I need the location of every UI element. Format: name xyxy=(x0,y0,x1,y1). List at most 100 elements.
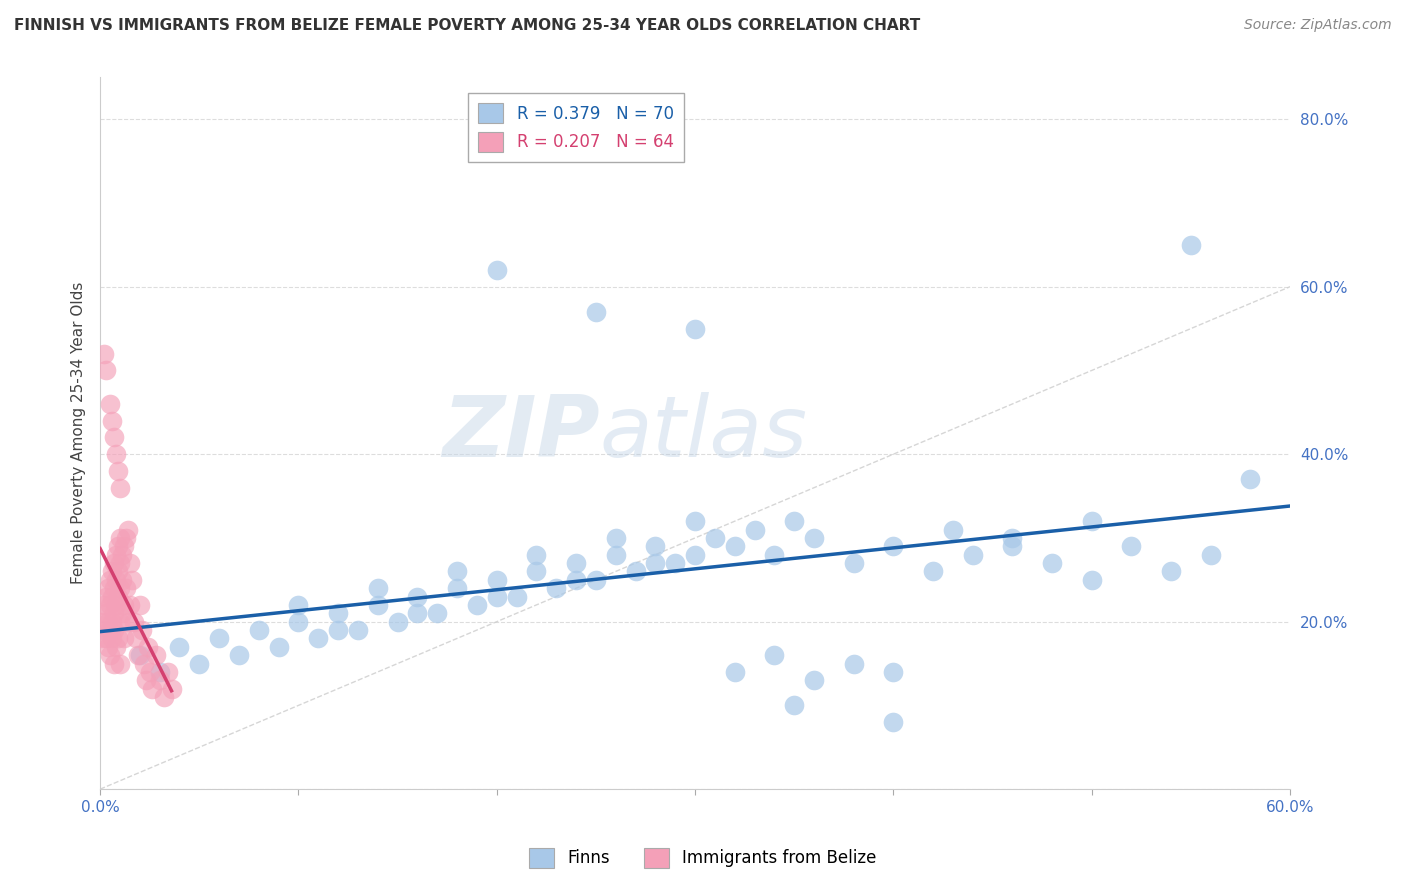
Point xyxy=(247,623,270,637)
Point xyxy=(1239,472,1261,486)
Point xyxy=(131,623,153,637)
Point xyxy=(446,565,468,579)
Point xyxy=(267,640,290,654)
Point xyxy=(605,531,627,545)
Point xyxy=(141,681,163,696)
Point xyxy=(585,573,607,587)
Point xyxy=(149,673,172,688)
Point xyxy=(783,698,806,713)
Point xyxy=(103,657,125,671)
Point xyxy=(307,632,329,646)
Point xyxy=(152,690,174,704)
Point xyxy=(101,590,124,604)
Point xyxy=(683,321,706,335)
Point xyxy=(108,481,131,495)
Point xyxy=(1001,531,1024,545)
Point xyxy=(128,598,150,612)
Point xyxy=(724,539,747,553)
Point xyxy=(107,632,129,646)
Point xyxy=(104,640,127,654)
Point xyxy=(103,556,125,570)
Point xyxy=(97,615,120,629)
Point xyxy=(367,598,389,612)
Point xyxy=(169,640,191,654)
Point xyxy=(111,548,134,562)
Text: atlas: atlas xyxy=(600,392,808,475)
Point xyxy=(145,648,167,663)
Point xyxy=(465,598,488,612)
Point xyxy=(107,565,129,579)
Point xyxy=(107,590,129,604)
Point xyxy=(103,623,125,637)
Point xyxy=(112,598,135,612)
Point xyxy=(98,623,121,637)
Point xyxy=(565,573,588,587)
Point xyxy=(446,581,468,595)
Point xyxy=(763,548,786,562)
Point xyxy=(287,598,309,612)
Point xyxy=(122,615,145,629)
Text: ZIP: ZIP xyxy=(443,392,600,475)
Point xyxy=(1160,565,1182,579)
Point xyxy=(117,615,139,629)
Legend: Finns, Immigrants from Belize: Finns, Immigrants from Belize xyxy=(523,841,883,875)
Point xyxy=(287,615,309,629)
Point xyxy=(125,632,148,646)
Point xyxy=(644,539,666,553)
Point xyxy=(962,548,984,562)
Point xyxy=(101,632,124,646)
Point xyxy=(882,539,904,553)
Legend: R = 0.379   N = 70, R = 0.207   N = 64: R = 0.379 N = 70, R = 0.207 N = 64 xyxy=(468,93,683,161)
Point xyxy=(942,523,965,537)
Point xyxy=(94,632,117,646)
Point xyxy=(228,648,250,663)
Point xyxy=(326,623,349,637)
Y-axis label: Female Poverty Among 25-34 Year Olds: Female Poverty Among 25-34 Year Olds xyxy=(72,282,86,584)
Point xyxy=(94,590,117,604)
Point xyxy=(546,581,568,595)
Point xyxy=(326,607,349,621)
Point xyxy=(485,263,508,277)
Text: FINNISH VS IMMIGRANTS FROM BELIZE FEMALE POVERTY AMONG 25-34 YEAR OLDS CORRELATI: FINNISH VS IMMIGRANTS FROM BELIZE FEMALE… xyxy=(14,18,921,33)
Point xyxy=(136,640,159,654)
Point xyxy=(94,607,117,621)
Point xyxy=(524,548,547,562)
Point xyxy=(188,657,211,671)
Point xyxy=(111,607,134,621)
Point xyxy=(149,665,172,679)
Point xyxy=(97,640,120,654)
Point xyxy=(683,514,706,528)
Point xyxy=(108,556,131,570)
Point xyxy=(882,715,904,730)
Point xyxy=(101,414,124,428)
Point xyxy=(624,565,647,579)
Point xyxy=(703,531,725,545)
Point xyxy=(1040,556,1063,570)
Point xyxy=(117,523,139,537)
Point xyxy=(744,523,766,537)
Point xyxy=(112,539,135,553)
Point xyxy=(485,573,508,587)
Point xyxy=(683,548,706,562)
Point xyxy=(127,648,149,663)
Point xyxy=(93,623,115,637)
Point xyxy=(93,598,115,612)
Point xyxy=(103,581,125,595)
Point xyxy=(347,623,370,637)
Point xyxy=(107,464,129,478)
Point xyxy=(128,648,150,663)
Point xyxy=(98,648,121,663)
Point xyxy=(101,565,124,579)
Point xyxy=(644,556,666,570)
Point xyxy=(115,531,138,545)
Point xyxy=(208,632,231,646)
Point xyxy=(664,556,686,570)
Point xyxy=(160,681,183,696)
Point xyxy=(97,581,120,595)
Point xyxy=(98,573,121,587)
Point xyxy=(138,665,160,679)
Point xyxy=(121,573,143,587)
Point xyxy=(108,657,131,671)
Point xyxy=(783,514,806,528)
Point xyxy=(485,590,508,604)
